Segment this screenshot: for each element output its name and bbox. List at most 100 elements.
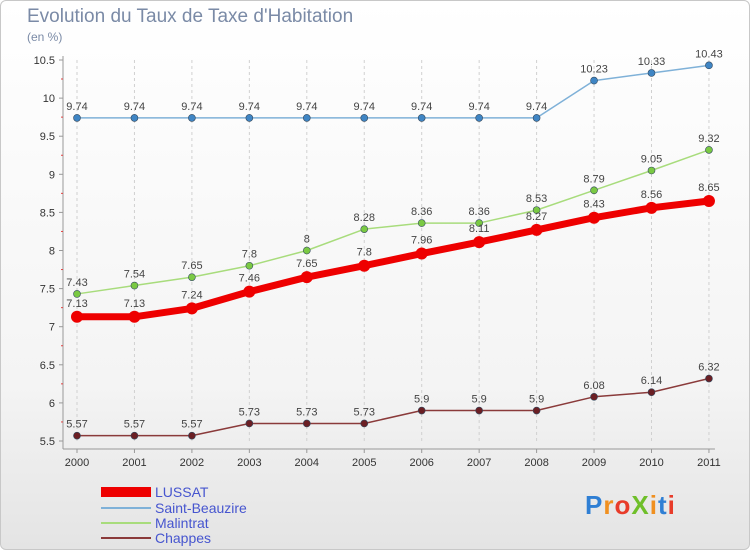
y-tick-label: 7.5 <box>40 284 55 296</box>
data-point-lussat <box>128 310 141 323</box>
data-point-chappes <box>590 393 598 401</box>
x-tick-label: 2009 <box>582 457 606 469</box>
data-point-malintrat <box>647 166 656 175</box>
logo-letter: X <box>631 490 650 520</box>
data-label-chappes: 6.08 <box>583 380 604 392</box>
logo-letter: r <box>603 490 615 520</box>
data-label-saint-beauzire: 10.43 <box>695 48 723 60</box>
data-point-saint-beauzire <box>475 114 483 122</box>
data-label-saint-beauzire: 9.74 <box>468 101 489 113</box>
series-line-chappes <box>76 377 710 437</box>
y-tick-label: 8.5 <box>40 207 55 219</box>
data-point-saint-beauzire <box>360 114 369 122</box>
data-label-malintrat: 8.36 <box>411 206 432 218</box>
data-point-chappes <box>360 419 369 428</box>
data-label-chappes: 5.57 <box>124 419 145 431</box>
data-point-malintrat <box>705 146 713 154</box>
data-label-saint-beauzire: 9.74 <box>296 101 317 113</box>
data-point-saint-beauzire <box>705 61 713 70</box>
series-line-malintrat <box>76 149 710 295</box>
x-tick-label: 2000 <box>65 457 89 469</box>
legend-label-chappes: Chappes <box>155 530 212 546</box>
data-point-lussat <box>530 223 543 236</box>
data-label-saint-beauzire: 10.33 <box>638 56 666 68</box>
data-label-lussat: 7.8 <box>357 247 372 259</box>
x-tick-label: 2002 <box>180 457 204 469</box>
data-point-lussat <box>645 201 658 214</box>
data-label-lussat: 7.24 <box>181 289 202 301</box>
x-tick-label: 2006 <box>409 457 433 469</box>
chart-title: Evolution du Taux de Taxe d'Habitation <box>27 6 354 27</box>
data-point-malintrat <box>532 206 541 214</box>
legend-swatch-chappes <box>101 537 151 539</box>
data-point-chappes <box>188 431 196 440</box>
logo-letter: i <box>649 490 658 520</box>
data-label-chappes: 5.57 <box>66 419 87 431</box>
data-point-saint-beauzire <box>647 69 656 77</box>
series-line-saint-beauzire <box>76 64 710 119</box>
data-label-malintrat: 7.65 <box>181 260 202 272</box>
data-label-lussat: 8.27 <box>526 211 547 223</box>
data-point-chappes <box>475 406 483 415</box>
legend-label-saint-beauzire: Saint-Beauzire <box>155 500 247 516</box>
y-tick-label: 8 <box>49 246 55 258</box>
data-label-saint-beauzire: 9.74 <box>66 101 87 113</box>
data-point-lussat <box>358 259 371 272</box>
logo-letter: t <box>657 490 668 520</box>
x-tick-label: 2001 <box>122 457 146 469</box>
data-label-lussat: 8.56 <box>641 189 662 201</box>
x-tick-label: 2011 <box>697 457 721 469</box>
data-label-malintrat: 8.28 <box>354 212 375 224</box>
legend-swatch-saint-beauzire <box>101 507 151 509</box>
data-label-saint-beauzire: 9.74 <box>181 101 202 113</box>
data-label-saint-beauzire: 9.74 <box>354 101 375 113</box>
data-label-saint-beauzire: 9.74 <box>526 101 547 113</box>
data-point-malintrat <box>130 281 139 290</box>
data-label-chappes: 5.9 <box>472 394 487 406</box>
data-point-saint-beauzire <box>73 114 81 122</box>
data-label-malintrat: 8.53 <box>526 193 547 205</box>
x-tick-label: 2004 <box>295 457 319 469</box>
y-tick-label: 10.5 <box>34 55 55 67</box>
data-point-lussat <box>71 310 83 323</box>
data-point-chappes <box>647 388 656 397</box>
data-point-malintrat <box>73 290 81 298</box>
data-point-chappes <box>130 431 139 440</box>
data-point-chappes <box>417 406 426 415</box>
data-point-lussat <box>473 236 486 249</box>
data-label-malintrat: 9.32 <box>698 133 719 145</box>
data-label-lussat: 7.13 <box>66 298 87 310</box>
data-label-chappes: 5.9 <box>414 394 429 406</box>
y-tick-label: 6 <box>49 398 55 410</box>
x-tick-label: 2005 <box>352 457 376 469</box>
data-point-saint-beauzire <box>130 114 139 122</box>
logo-letter: P <box>585 490 604 520</box>
data-label-lussat: 8.43 <box>583 199 604 211</box>
x-tick-label: 2010 <box>639 457 663 469</box>
series-line-lussat <box>73 197 713 321</box>
data-point-saint-beauzire <box>245 114 254 122</box>
data-point-malintrat <box>417 219 426 227</box>
x-tick-label: 2007 <box>467 457 491 469</box>
proxiti-logo: ProXiti <box>585 490 676 521</box>
x-tick-label: 2003 <box>237 457 261 469</box>
data-point-saint-beauzire <box>188 114 196 122</box>
y-tick-label: 9.5 <box>40 131 55 143</box>
legend-swatch-malintrat <box>101 522 151 524</box>
data-point-malintrat <box>590 186 598 195</box>
logo-letter: o <box>614 490 632 520</box>
x-tick-label: 2008 <box>524 457 548 469</box>
data-label-chappes: 6.32 <box>698 362 719 374</box>
y-tick-label: 9 <box>49 169 55 181</box>
data-point-malintrat <box>302 246 311 255</box>
data-label-malintrat: 7.8 <box>242 249 257 261</box>
data-point-saint-beauzire <box>302 114 311 122</box>
data-label-malintrat: 8 <box>304 234 310 246</box>
data-label-saint-beauzire: 9.74 <box>124 101 145 113</box>
data-label-chappes: 5.9 <box>529 394 544 406</box>
data-label-chappes: 5.73 <box>354 406 375 418</box>
data-point-lussat <box>588 211 601 224</box>
data-label-malintrat: 8.36 <box>468 206 489 218</box>
